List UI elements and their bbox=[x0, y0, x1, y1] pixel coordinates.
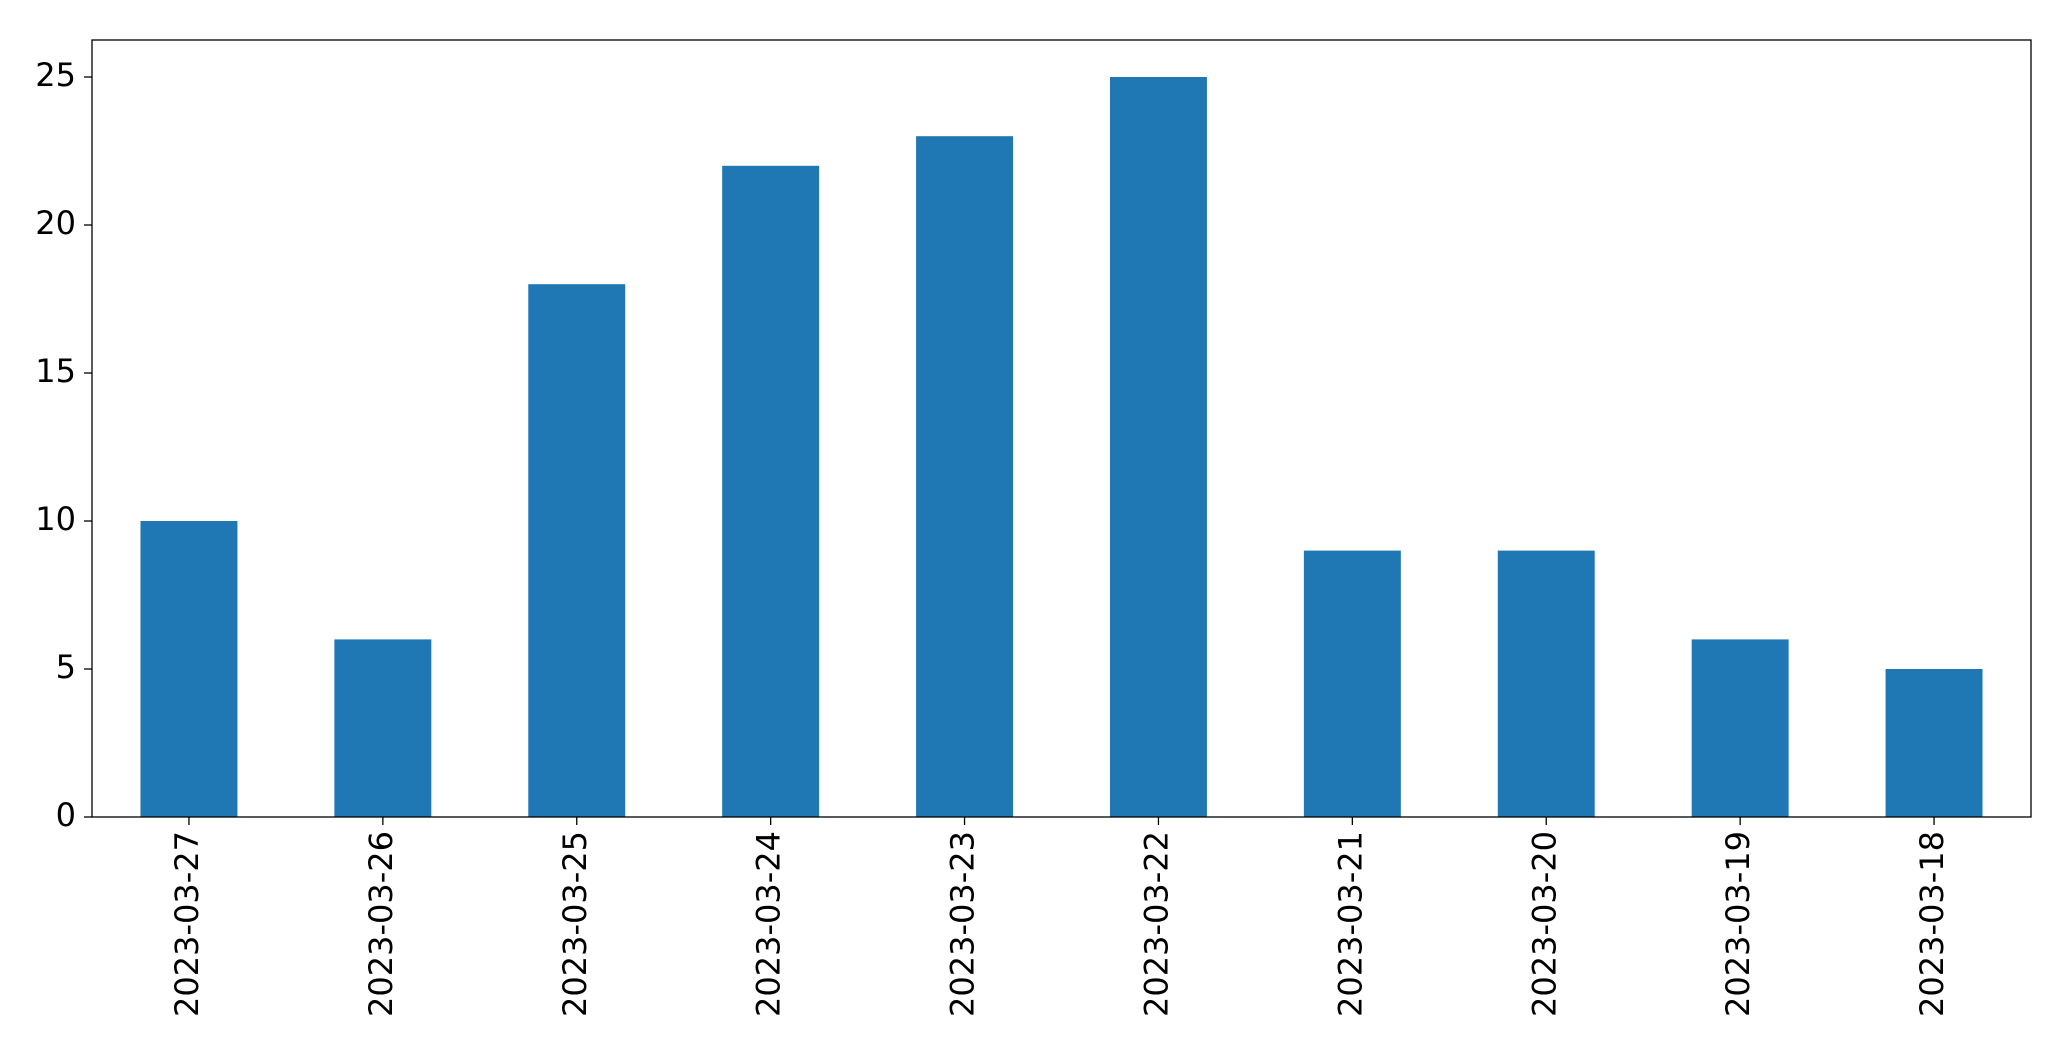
bar bbox=[916, 136, 1014, 817]
x-tick-label: 2023-03-19 bbox=[1719, 831, 1757, 1017]
y-tick-label: 20 bbox=[35, 204, 76, 242]
bar bbox=[140, 521, 238, 817]
x-tick-label: 2023-03-23 bbox=[944, 831, 982, 1017]
y-tick-label: 10 bbox=[35, 500, 76, 538]
x-tick-label: 2023-03-20 bbox=[1525, 831, 1563, 1017]
bar bbox=[334, 639, 432, 817]
y-tick-label: 5 bbox=[56, 648, 76, 686]
x-tick-label: 2023-03-18 bbox=[1913, 831, 1951, 1017]
x-tick-label: 2023-03-26 bbox=[362, 831, 400, 1017]
y-tick-label: 25 bbox=[35, 56, 76, 94]
x-tick-label: 2023-03-24 bbox=[750, 831, 788, 1017]
x-tick-label: 2023-03-25 bbox=[556, 831, 594, 1017]
bar bbox=[722, 165, 820, 818]
x-tick-label: 2023-03-22 bbox=[1137, 831, 1175, 1017]
bar bbox=[1303, 550, 1401, 817]
y-tick-label: 15 bbox=[35, 352, 76, 390]
bar bbox=[1885, 669, 1983, 817]
bar bbox=[1691, 639, 1789, 817]
bar bbox=[528, 284, 626, 817]
bar bbox=[1109, 77, 1207, 817]
bar bbox=[1497, 550, 1595, 817]
x-tick-label: 2023-03-27 bbox=[168, 831, 206, 1017]
plot-frame bbox=[91, 39, 2032, 818]
x-tick-label: 2023-03-21 bbox=[1331, 831, 1369, 1017]
y-tick-label: 0 bbox=[56, 796, 76, 834]
